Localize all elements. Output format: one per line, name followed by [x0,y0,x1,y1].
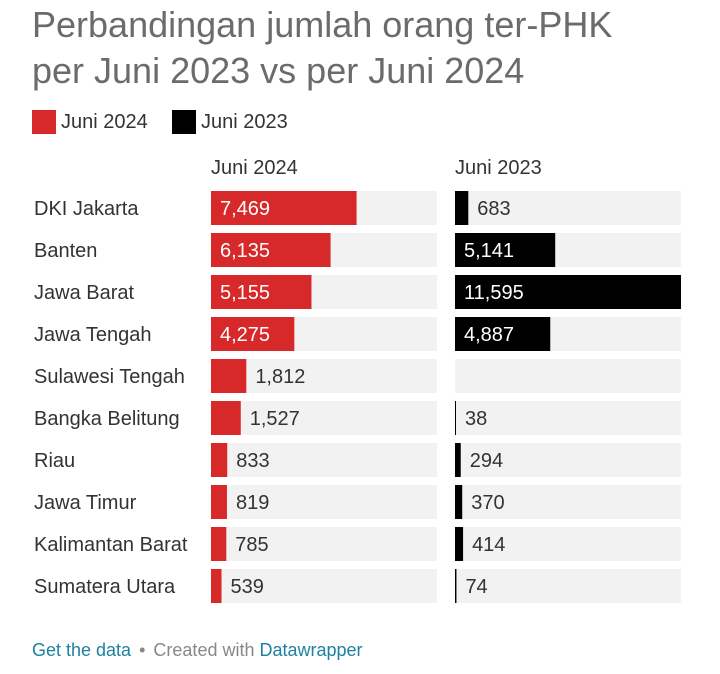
bar-track-left-jawa-timur [211,485,437,519]
data-label-right-riau: 294 [470,450,503,472]
bar-left-riau [211,443,228,477]
category-label-sumatera-utara: Sumatera Utara [34,576,176,598]
data-label-right-jawa-timur: 370 [471,492,504,514]
bar-track-left-kalimantan-barat [211,527,437,561]
bar-left-sulawesi-tengah [211,359,247,393]
data-label-left-dki-jakarta: 7,469 [220,198,270,220]
bar-right-jawa-barat [455,275,681,309]
bar-left-bangka-belitung [211,401,241,435]
bar-right-dki-jakarta [455,191,469,225]
data-label-left-jawa-tengah: 4,275 [220,324,270,346]
data-label-left-jawa-timur: 819 [236,492,269,514]
bar-track-right-bangka-belitung [455,401,681,435]
category-label-jawa-barat: Jawa Barat [34,282,134,304]
data-label-left-jawa-barat: 5,155 [220,282,270,304]
data-label-left-riau: 833 [236,450,269,472]
bar-track-left-riau [211,443,437,477]
data-label-left-banten: 6,135 [220,240,270,262]
bar-left-jawa-timur [211,485,227,519]
bar-right-riau [455,443,461,477]
bar-left-sumatera-utara [211,569,222,603]
category-label-sulawesi-tengah: Sulawesi Tengah [34,366,185,388]
data-label-left-kalimantan-barat: 785 [235,534,268,556]
bar-right-sumatera-utara [455,569,457,603]
bar-right-jawa-timur [455,485,463,519]
footer-separator: • [139,640,146,660]
bar-track-left-sulawesi-tengah [211,359,437,393]
column-header-right: Juni 2023 [455,157,542,179]
bar-track-right-sulawesi-tengah [455,359,681,393]
data-label-right-jawa-barat: 11,595 [464,282,524,304]
legend-swatch-2023 [172,110,196,134]
bar-track-right-jawa-timur [455,485,681,519]
category-label-jawa-timur: Jawa Timur [34,492,137,514]
data-label-right-sumatera-utara: 74 [465,576,487,598]
data-label-right-jawa-tengah: 4,887 [464,324,514,346]
data-label-right-banten: 5,141 [464,240,514,262]
bar-left-kalimantan-barat [211,527,227,561]
column-header-left: Juni 2024 [211,157,298,179]
chart-title: Perbandingan jumlah orang ter-PHK per Ju… [32,2,692,94]
bar-right-jawa-tengah [455,317,551,351]
category-label-riau: Riau [34,450,75,472]
bar-right-bangka-belitung [455,401,456,435]
bar-track-right-sumatera-utara [455,569,681,603]
legend-item-2023: Juni 2023 [172,108,288,136]
bar-right-banten [455,233,556,267]
datawrapper-link[interactable]: Datawrapper [259,640,363,660]
legend-item-2024: Juni 2024 [32,108,148,136]
category-label-banten: Banten [34,240,97,262]
legend-label-2024: Juni 2024 [61,110,148,133]
chart-title-line2: per Juni 2023 vs per Juni 2024 [32,50,525,91]
data-label-right-dki-jakarta: 683 [477,198,510,220]
bar-left-dki-jakarta [211,191,357,225]
created-with-text: Created with [153,640,255,660]
legend-label-2023: Juni 2023 [201,110,288,133]
bar-track-right-riau [455,443,681,477]
bar-left-banten [211,233,331,267]
chart-title-line1: Perbandingan jumlah orang ter-PHK [32,4,613,45]
category-label-dki-jakarta: DKI Jakarta [34,198,139,220]
footer: Get the data • Created with Datawrapper [32,640,363,661]
get-the-data-link[interactable]: Get the data [32,640,132,660]
legend-swatch-2024 [32,110,56,134]
data-label-left-bangka-belitung: 1,527 [250,408,300,430]
category-label-bangka-belitung: Bangka Belitung [34,408,180,430]
data-label-left-sumatera-utara: 539 [231,576,264,598]
category-label-kalimantan-barat: Kalimantan Barat [34,534,188,556]
bar-track-left-bangka-belitung [211,401,437,435]
bar-track-left-sumatera-utara [211,569,437,603]
bar-track-right-kalimantan-barat [455,527,681,561]
bar-left-jawa-barat [211,275,312,309]
category-label-jawa-tengah: Jawa Tengah [34,324,152,346]
data-label-right-bangka-belitung: 38 [465,408,487,430]
bar-left-jawa-tengah [211,317,295,351]
data-label-left-sulawesi-tengah: 1,812 [255,366,305,388]
bar-right-kalimantan-barat [455,527,464,561]
bar-track-right-dki-jakarta [455,191,681,225]
data-label-right-kalimantan-barat: 414 [472,534,505,556]
